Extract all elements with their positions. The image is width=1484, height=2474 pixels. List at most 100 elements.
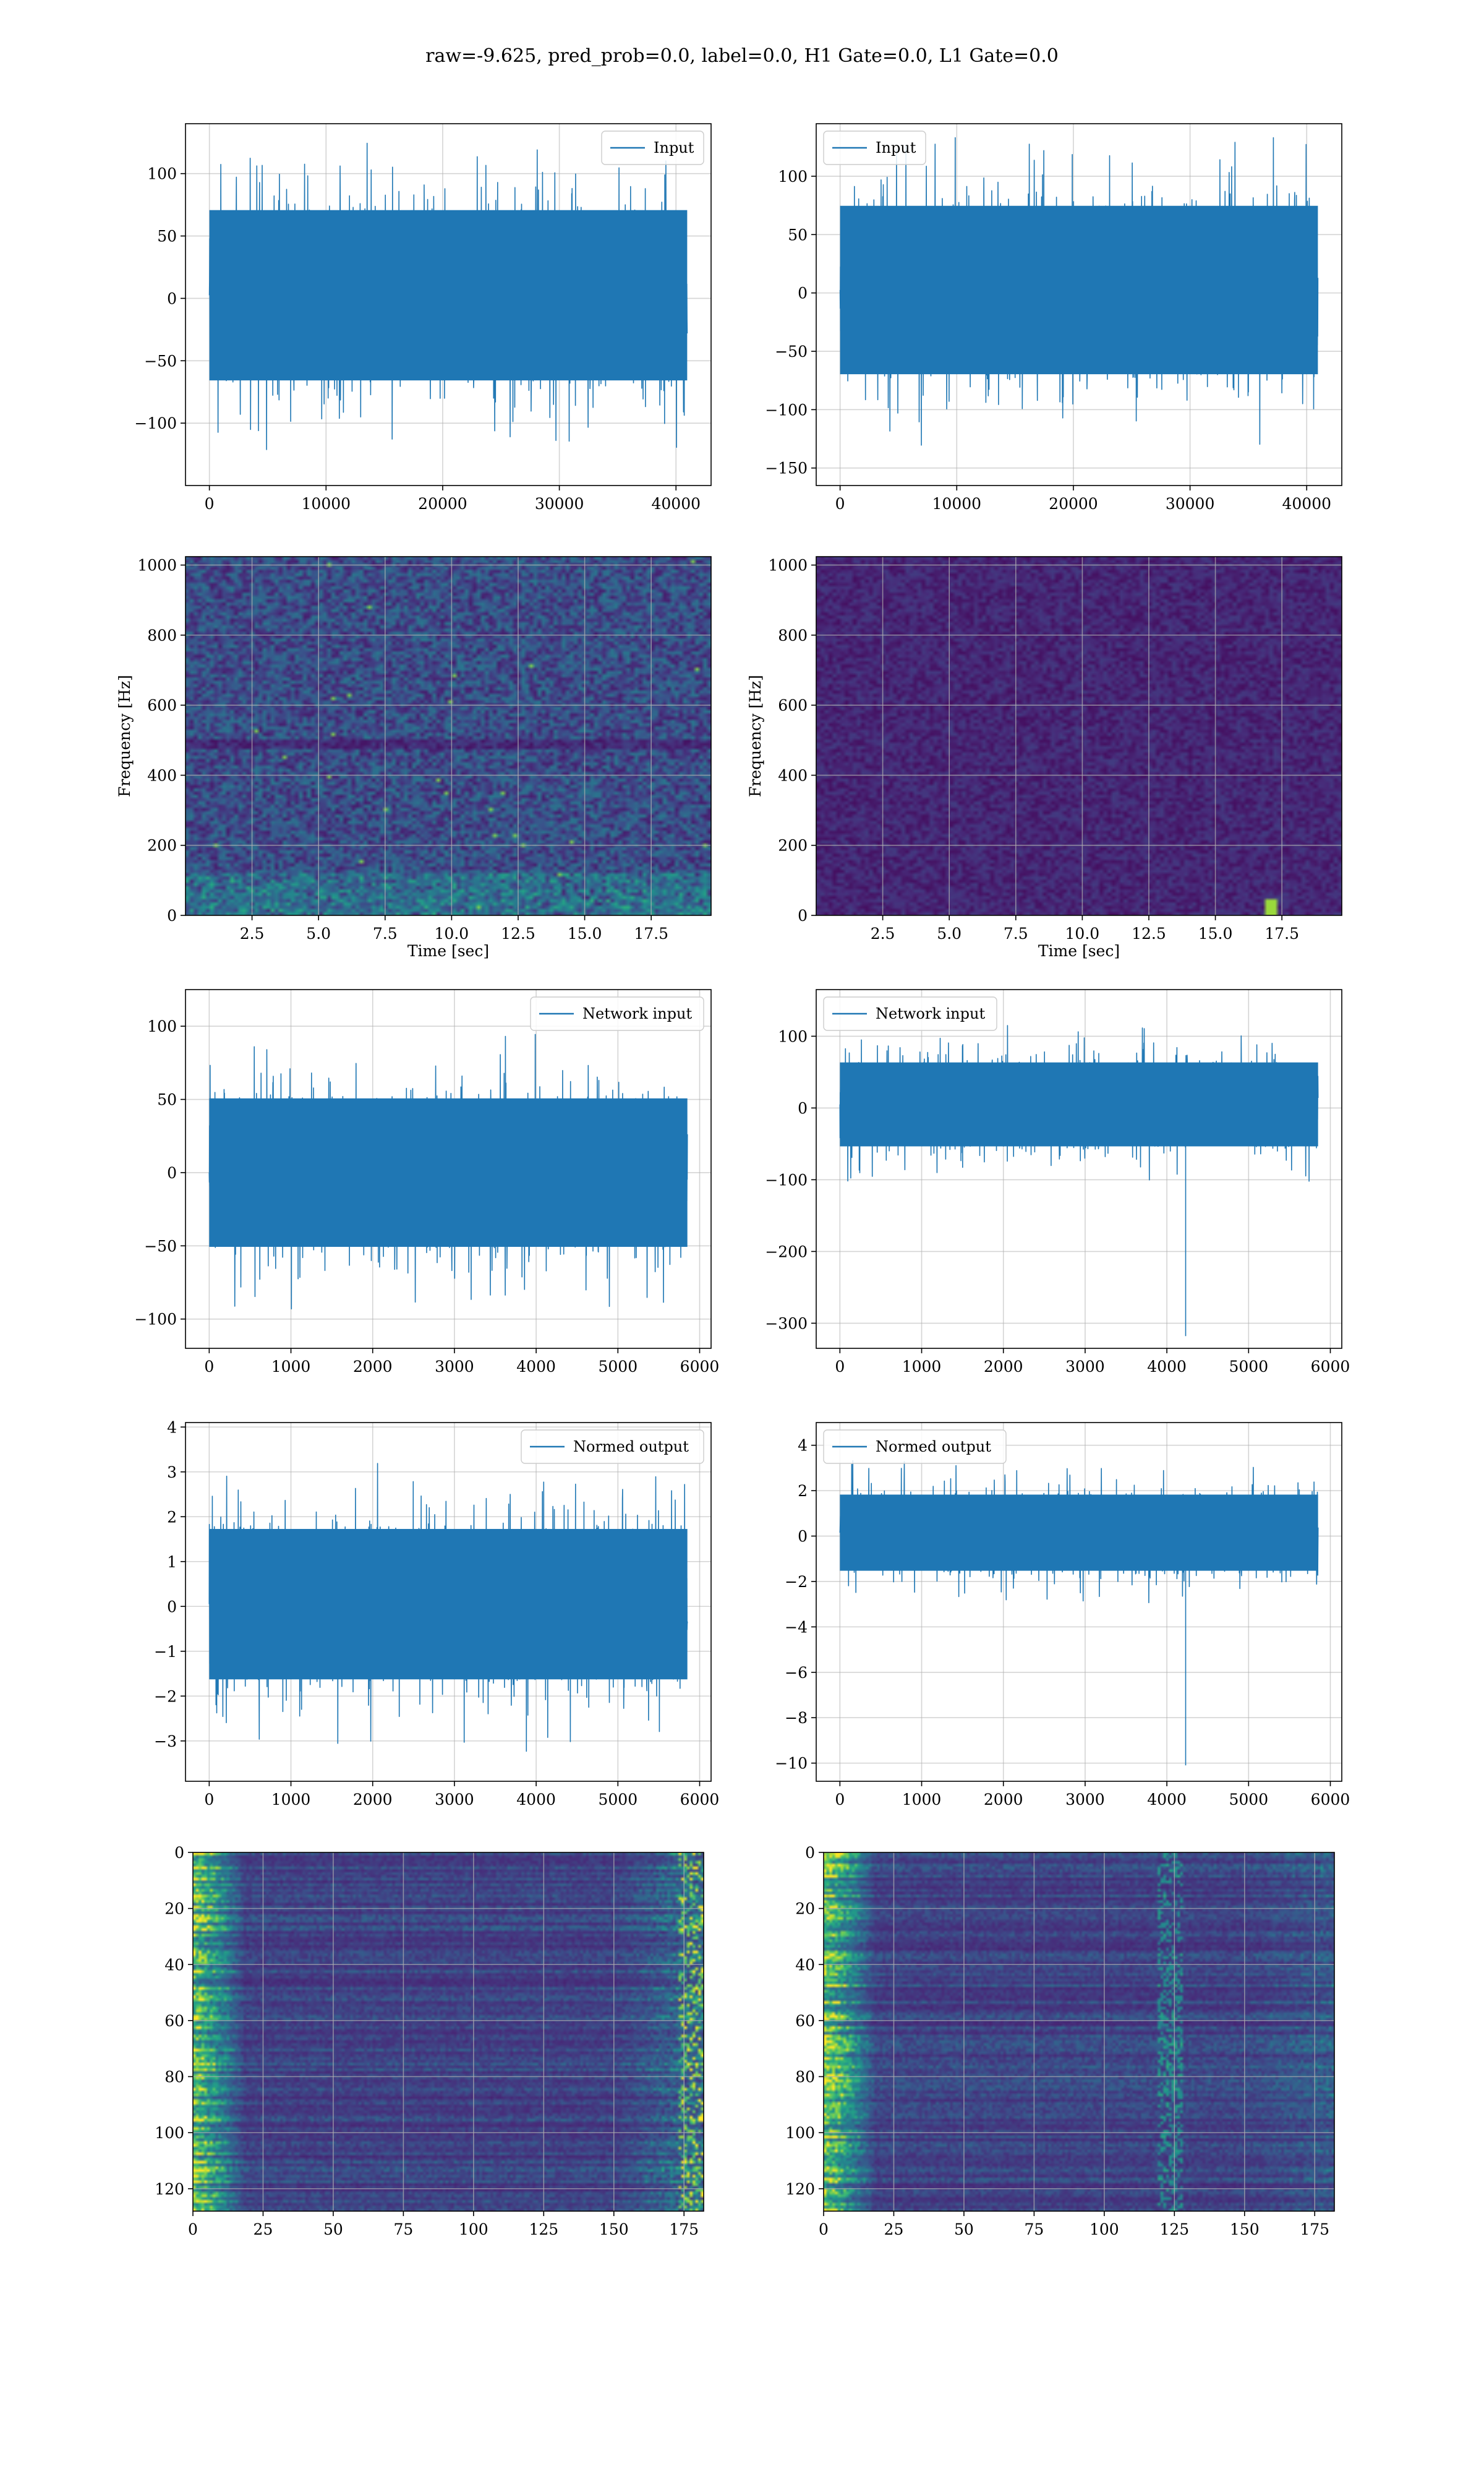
y-tick-label: −100: [765, 401, 808, 419]
x-tick-label: 7.5: [1004, 925, 1028, 943]
l1-spectrogram-axes-frame: [816, 556, 1342, 916]
x-tick-label: 5000: [1229, 1791, 1268, 1808]
x-tick-label: 5000: [1229, 1358, 1268, 1376]
y-tick-label: 0: [798, 1528, 808, 1546]
y-tick-label: 40: [795, 1956, 815, 1974]
h1-features-image: [193, 1852, 704, 2211]
y-tick-label: 50: [157, 1091, 177, 1109]
y-tick-label: 120: [155, 2180, 184, 2198]
l1-input-series-band: [840, 205, 1318, 375]
y-tick-label: 1: [167, 1553, 177, 1571]
y-tick-label: −100: [134, 1311, 177, 1329]
x-tick-label: 3000: [435, 1791, 474, 1808]
y-tick-label: −2: [154, 1687, 177, 1705]
y-tick-label: 1000: [137, 557, 177, 575]
x-tick-label: 20000: [418, 495, 467, 513]
x-tick-label: 4000: [1147, 1358, 1187, 1376]
x-tick-label: 100: [459, 2220, 488, 2238]
l1-normed-output-series-band: [840, 1494, 1318, 1571]
l1-network-input-axes-frame: [816, 989, 1342, 1349]
x-tick-label: 100: [1090, 2220, 1119, 2238]
x-tick-label: 0: [835, 1358, 845, 1376]
h1-spectrogram-x-axis-label: Time [sec]: [407, 942, 489, 960]
y-tick-label: 100: [778, 1027, 808, 1045]
h1-network-input-axes-frame: [185, 989, 712, 1349]
y-tick-label: −2: [785, 1573, 808, 1591]
l1-features-panel: 0 25 50 75 100 125 150 175 0 20 40 60 80 100 120: [785, 1844, 1335, 2238]
legend-box: [521, 1429, 704, 1464]
h1-input-axes-frame: [185, 123, 712, 486]
x-tick-label: 17.5: [1264, 925, 1299, 943]
x-tick-label: 30000: [535, 495, 584, 513]
x-tick-label: 5.0: [306, 925, 331, 943]
legend-box: [823, 996, 997, 1031]
y-tick-label: 2: [798, 1482, 808, 1500]
y-tick-label: 1000: [768, 557, 808, 575]
l1-features-image: [824, 1852, 1334, 2211]
x-tick-label: 2000: [984, 1358, 1023, 1376]
x-tick-label: 6000: [680, 1791, 720, 1808]
x-tick-label: 40000: [1282, 495, 1331, 513]
y-tick-label: −100: [765, 1171, 808, 1189]
x-tick-label: 1000: [902, 1791, 942, 1808]
x-tick-label: 30000: [1166, 495, 1215, 513]
x-tick-label: 4000: [1147, 1791, 1187, 1808]
x-tick-label: 7.5: [373, 925, 398, 943]
x-tick-label: 12.5: [1132, 925, 1166, 943]
x-tick-label: 1000: [271, 1358, 311, 1376]
legend-label: Network input: [876, 1005, 985, 1022]
x-tick-label: 0: [835, 495, 845, 513]
x-tick-label: 2.5: [871, 925, 895, 943]
y-tick-label: 100: [155, 2124, 184, 2142]
l1-network-input-series-band: [840, 1062, 1318, 1147]
y-tick-label: 200: [147, 837, 177, 855]
x-tick-label: 3000: [1065, 1791, 1105, 1808]
h1-input-legend: Input: [601, 131, 704, 165]
y-tick-label: 80: [795, 2068, 815, 2086]
y-tick-label: −200: [765, 1243, 808, 1261]
x-tick-label: 50: [954, 2220, 974, 2238]
legend-box: [823, 1429, 1007, 1464]
l1-network-input-legend: Network input: [823, 996, 997, 1031]
x-tick-label: 15.0: [568, 925, 602, 943]
y-tick-label: 0: [167, 1598, 177, 1616]
y-tick-label: 0: [167, 907, 177, 925]
l1-features-axes-frame: [823, 1852, 1335, 2212]
y-tick-label: 3: [167, 1463, 177, 1481]
y-tick-label: 0: [798, 285, 808, 302]
x-tick-label: 0: [835, 1791, 845, 1808]
x-tick-label: 50: [323, 2220, 343, 2238]
x-tick-label: 25: [254, 2220, 273, 2238]
x-tick-label: 175: [1300, 2220, 1329, 2238]
l1-spectrogram-y-axis-label: Frequency [Hz]: [746, 675, 764, 797]
y-tick-label: −100: [134, 414, 177, 432]
legend-label: Input: [876, 139, 916, 156]
y-tick-label: −8: [785, 1709, 808, 1727]
l1-normed-output-axes-frame: [816, 1422, 1342, 1782]
x-tick-label: 6000: [1311, 1358, 1350, 1376]
y-tick-label: 0: [167, 1164, 177, 1182]
y-tick-label: 0: [805, 1844, 815, 1862]
x-tick-label: 10000: [932, 495, 982, 513]
l1-normed-output-panel: 0 1000 2000 3000 4000 5000 6000 4 2 0 −2 −4 −6 −8 −10 N…: [775, 1422, 1350, 1808]
y-tick-label: 4: [798, 1437, 808, 1455]
legend-label: Network input: [582, 1005, 692, 1022]
y-tick-label: 0: [798, 1099, 808, 1117]
y-tick-label: −300: [765, 1314, 808, 1332]
x-tick-label: 75: [393, 2220, 413, 2238]
x-tick-label: 175: [669, 2220, 699, 2238]
x-tick-label: 3000: [1065, 1358, 1105, 1376]
x-tick-label: 125: [529, 2220, 558, 2238]
x-tick-label: 6000: [1311, 1791, 1350, 1808]
h1-network-input-panel: 0 1000 2000 3000 4000 5000 6000 100 50 0 −50 −100 Ne…: [134, 989, 719, 1376]
y-tick-label: 0: [174, 1844, 184, 1862]
y-tick-label: 60: [795, 2012, 815, 2030]
x-tick-label: 150: [1230, 2220, 1260, 2238]
h1-network-input-legend: Network input: [530, 996, 704, 1031]
legend-label: Normed output: [573, 1438, 689, 1455]
h1-spectrogram-y-axis-label: Frequency [Hz]: [116, 675, 134, 797]
figure-suptitle: raw=-9.625, pred_prob=0.0, label=0.0, H1…: [425, 45, 1059, 67]
l1-input-panel: 0 10000 20000 30000 40000 100 50 0 −50 −100 −150 In…: [765, 123, 1342, 513]
y-tick-label: −3: [154, 1732, 177, 1750]
x-tick-label: 10000: [302, 495, 351, 513]
